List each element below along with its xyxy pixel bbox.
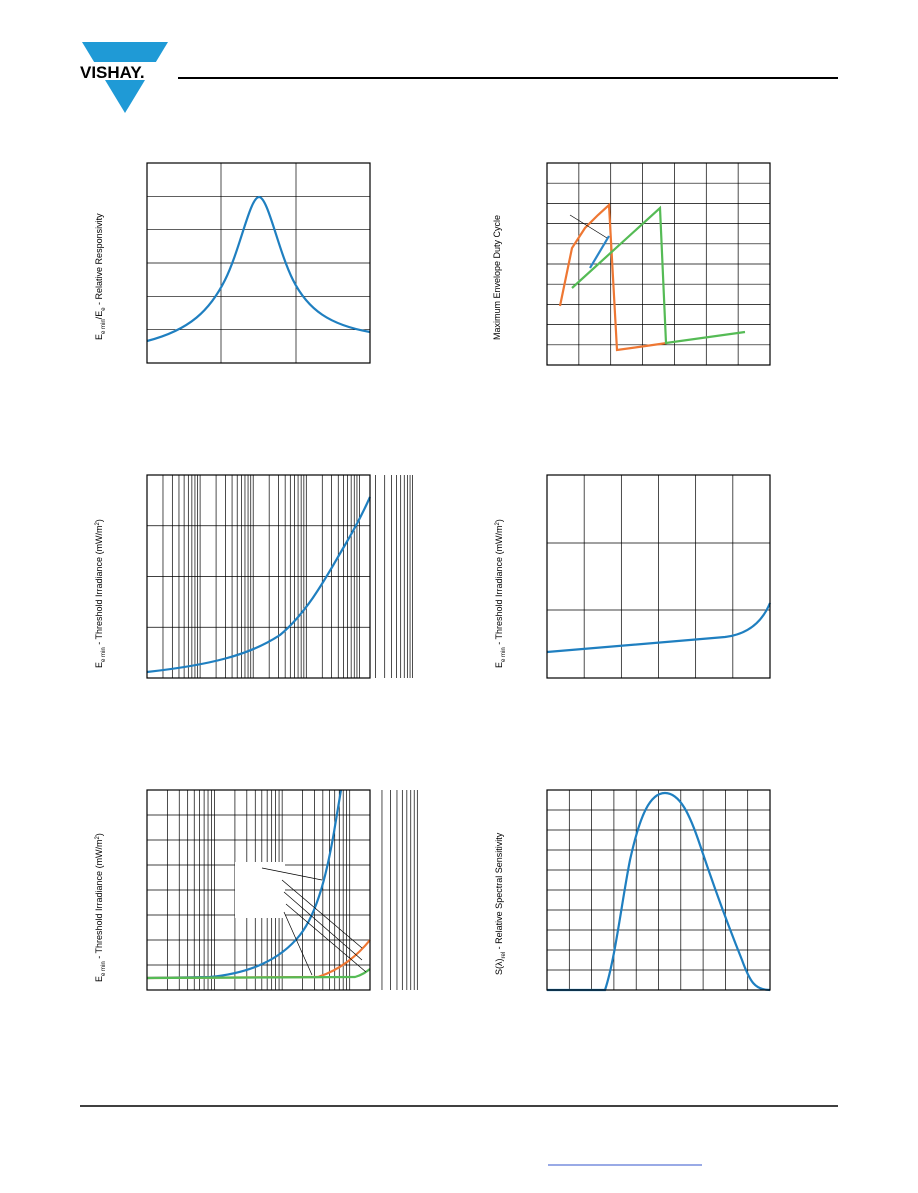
curve	[547, 791, 771, 992]
plot-frame	[146, 789, 371, 991]
plot-frame	[146, 474, 371, 679]
pointers	[261, 867, 367, 976]
y-axis-label: Maximum Envelope Duty Cycle	[492, 215, 502, 340]
curve	[589, 235, 610, 269]
pointer	[569, 214, 608, 239]
curve	[146, 968, 371, 980]
logo-text: VISHAY.	[80, 63, 145, 82]
plot-frame	[546, 474, 771, 679]
plot-frame	[546, 789, 771, 991]
plot-frame	[146, 162, 371, 364]
y-axis-label: Ee min - Threshold Irradiance (mW/m2)	[494, 519, 507, 668]
curve	[146, 195, 371, 343]
curve	[571, 205, 746, 345]
curve	[146, 496, 372, 674]
curve	[146, 939, 371, 980]
y-axis-label: Ee min - Threshold Irradiance (mW/m2)	[94, 519, 107, 668]
curve	[546, 602, 772, 654]
curve	[558, 202, 668, 352]
y-axis-label: Ee min - Threshold Irradiance (mW/m2)	[94, 833, 107, 982]
logo: VISHAY.	[80, 42, 172, 113]
y-axis-label: Ee min/Ee - Relative Responsivity	[94, 213, 107, 340]
plot-frame	[546, 162, 771, 366]
curve	[146, 789, 343, 980]
y-axis-label: S(λ)rel - Relative Spectral Sensitivity	[494, 832, 507, 975]
legend-box	[235, 862, 285, 918]
